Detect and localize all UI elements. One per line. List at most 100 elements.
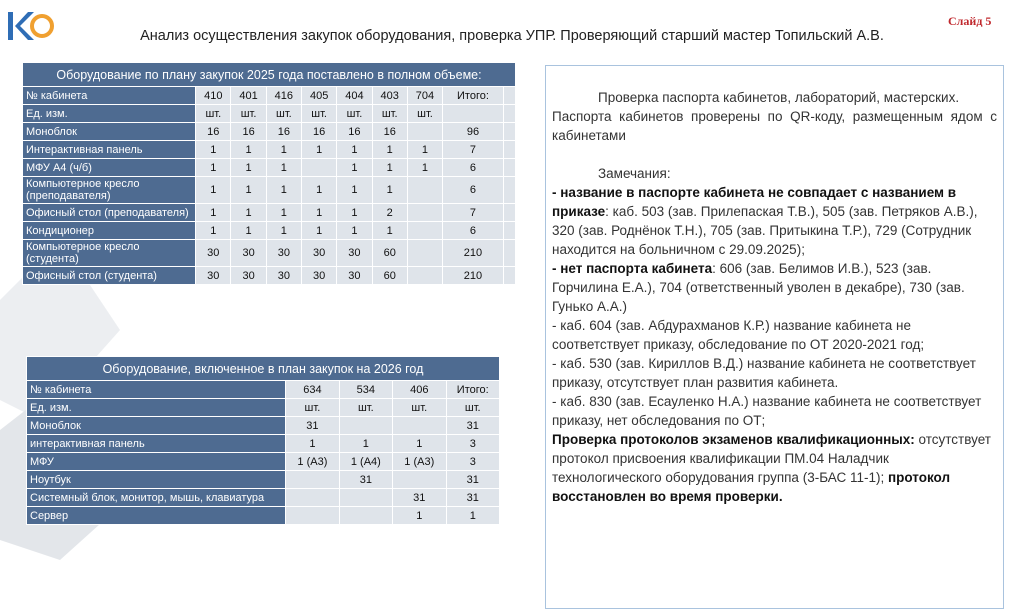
row-label: № кабинета [21, 86, 197, 105]
table-title: Оборудование, включенное в план закупок … [26, 356, 500, 381]
data-row: Офисный стол (преподавателя) 1 1 1 1 1 2 7 [21, 203, 517, 222]
data-row: МФУ А4 (ч/б) 1 1 1 1 1 1 6 [21, 158, 517, 177]
row-label: Моноблок [21, 122, 197, 141]
cell: 1 [371, 158, 408, 177]
row-label: Сервер [25, 506, 287, 525]
cell: 1 [371, 176, 408, 204]
text-run: - каб. 830 (зав. Есауленко Н.А.) названи… [552, 394, 982, 428]
cell: 16 [300, 122, 338, 141]
cell: шт. [406, 104, 444, 123]
row-label: МФУ [25, 452, 287, 471]
cell: 1 [195, 221, 232, 240]
cell: 16 [371, 122, 408, 141]
paragraph: - нет паспорта кабинета: 606 (зав. Белим… [552, 259, 997, 316]
title-row: Оборудование, включенное в план закупок … [26, 356, 500, 381]
cell: шт. [265, 104, 303, 123]
cell: 416 [265, 86, 303, 105]
slide-title: Анализ осуществления закупок оборудовани… [140, 28, 884, 44]
paragraph: Проверка паспорта кабинетов, лабораторий… [552, 88, 997, 107]
data-row: Ед. изм. шт. шт. шт. шт. шт. шт. шт. [21, 104, 517, 123]
cell: 405 [300, 86, 338, 105]
text-run: - каб. 604 (зав. Абдурахманов К.Р.) назв… [552, 318, 925, 352]
cell: 1 [300, 140, 338, 159]
row-label: интерактивная панель [25, 434, 287, 453]
text-run: - нет паспорта кабинета [552, 261, 713, 276]
row-label: Ед. изм. [25, 398, 287, 417]
cell: 1 [338, 434, 394, 453]
cell: 1 (А3) [285, 452, 340, 471]
data-row: Системный блок, монитор, мышь, клавиатур… [25, 488, 500, 507]
cell: 30 [265, 266, 303, 285]
cell [338, 506, 394, 525]
spacer-cell [502, 266, 517, 285]
cell: 1 [230, 140, 267, 159]
cell: 31 [445, 416, 500, 435]
row-label: Моноблок [25, 416, 287, 435]
cell: 1 [195, 176, 232, 204]
cell: 1 [230, 176, 267, 204]
cell: 6 [442, 176, 504, 204]
row-label: Кондиционер [21, 221, 197, 240]
cell: 31 [445, 470, 500, 489]
data-row: Моноблок 31 31 [25, 416, 500, 435]
table1: Оборудование по плану закупок 2025 года … [21, 62, 517, 285]
cell: 31 [392, 488, 447, 507]
data-row: Компьютерное кресло (студента) 30 30 30 30 30… [21, 239, 517, 267]
cell: 1 [300, 203, 338, 222]
cell [406, 239, 444, 267]
cell: 60 [371, 266, 408, 285]
row-label: Интерактивная панель [21, 140, 197, 159]
cell: 3 [445, 452, 500, 471]
cell: 1 [195, 158, 232, 177]
cell [406, 266, 444, 285]
notes-panel: Проверка паспорта кабинетов, лабораторий… [545, 65, 1004, 609]
cell: 1 [265, 140, 303, 159]
cell: 401 [230, 86, 267, 105]
page: Слайд 5 Анализ осуществления закупок обо… [0, 12, 1004, 609]
cell: 1 [230, 203, 267, 222]
paragraph: Паспорта кабинетов проверены по QR-коду,… [552, 107, 997, 145]
cell: 7 [442, 203, 504, 222]
table2-box: Оборудование, включенное в план закупок … [25, 356, 500, 525]
table1-box: Оборудование по плану закупок 2025 года … [21, 62, 517, 285]
cell: 1 [195, 203, 232, 222]
text-run: Проверка паспорта кабинетов, лабораторий… [598, 90, 960, 105]
cell: 210 [442, 266, 504, 285]
spacer-cell [502, 239, 517, 267]
cell: 31 [445, 488, 500, 507]
slide-number: Слайд 5 [948, 14, 992, 28]
cell: 406 [392, 380, 447, 399]
cell: 1 [392, 434, 447, 453]
data-row: Моноблок 16 16 16 16 16 16 96 [21, 122, 517, 141]
title-row: Оборудование по плану закупок 2025 года … [22, 62, 516, 87]
cell: 403 [371, 86, 408, 105]
cell [285, 470, 340, 489]
cell: шт. [230, 104, 267, 123]
cell: 30 [195, 266, 232, 285]
text-run: Замечания: [598, 166, 671, 181]
spacer-cell [502, 140, 517, 159]
cell: 1 [285, 434, 340, 453]
paragraph: - каб. 530 (зав. Кириллов В.Д.) название… [552, 354, 997, 392]
cell: 30 [300, 239, 338, 267]
cell: 1 (А3) [392, 452, 447, 471]
text-run: протокол восстановлен во время проверки. [552, 470, 951, 504]
cell: шт. [338, 398, 394, 417]
data-row: Ед. изм. шт. шт. шт. шт. [25, 398, 500, 417]
data-row: Интерактивная панель 1 1 1 1 1 1 1 7 [21, 140, 517, 159]
cell: 1 [265, 203, 303, 222]
spacer-cell [502, 86, 517, 105]
paragraph: Замечания: [552, 164, 997, 183]
table-title: Оборудование по плану закупок 2025 года … [22, 62, 516, 87]
cell [406, 203, 444, 222]
cell: 31 [285, 416, 340, 435]
cell: 30 [230, 239, 267, 267]
cell [406, 221, 444, 240]
data-row: МФУ 1 (А3) 1 (А4) 1 (А3) 3 [25, 452, 500, 471]
cell: 30 [265, 239, 303, 267]
cell: 634 [285, 380, 340, 399]
data-row: Сервер 1 1 [25, 506, 500, 525]
row-label: МФУ А4 (ч/б) [21, 158, 197, 177]
cell: 16 [230, 122, 267, 141]
cell: шт. [371, 104, 408, 123]
